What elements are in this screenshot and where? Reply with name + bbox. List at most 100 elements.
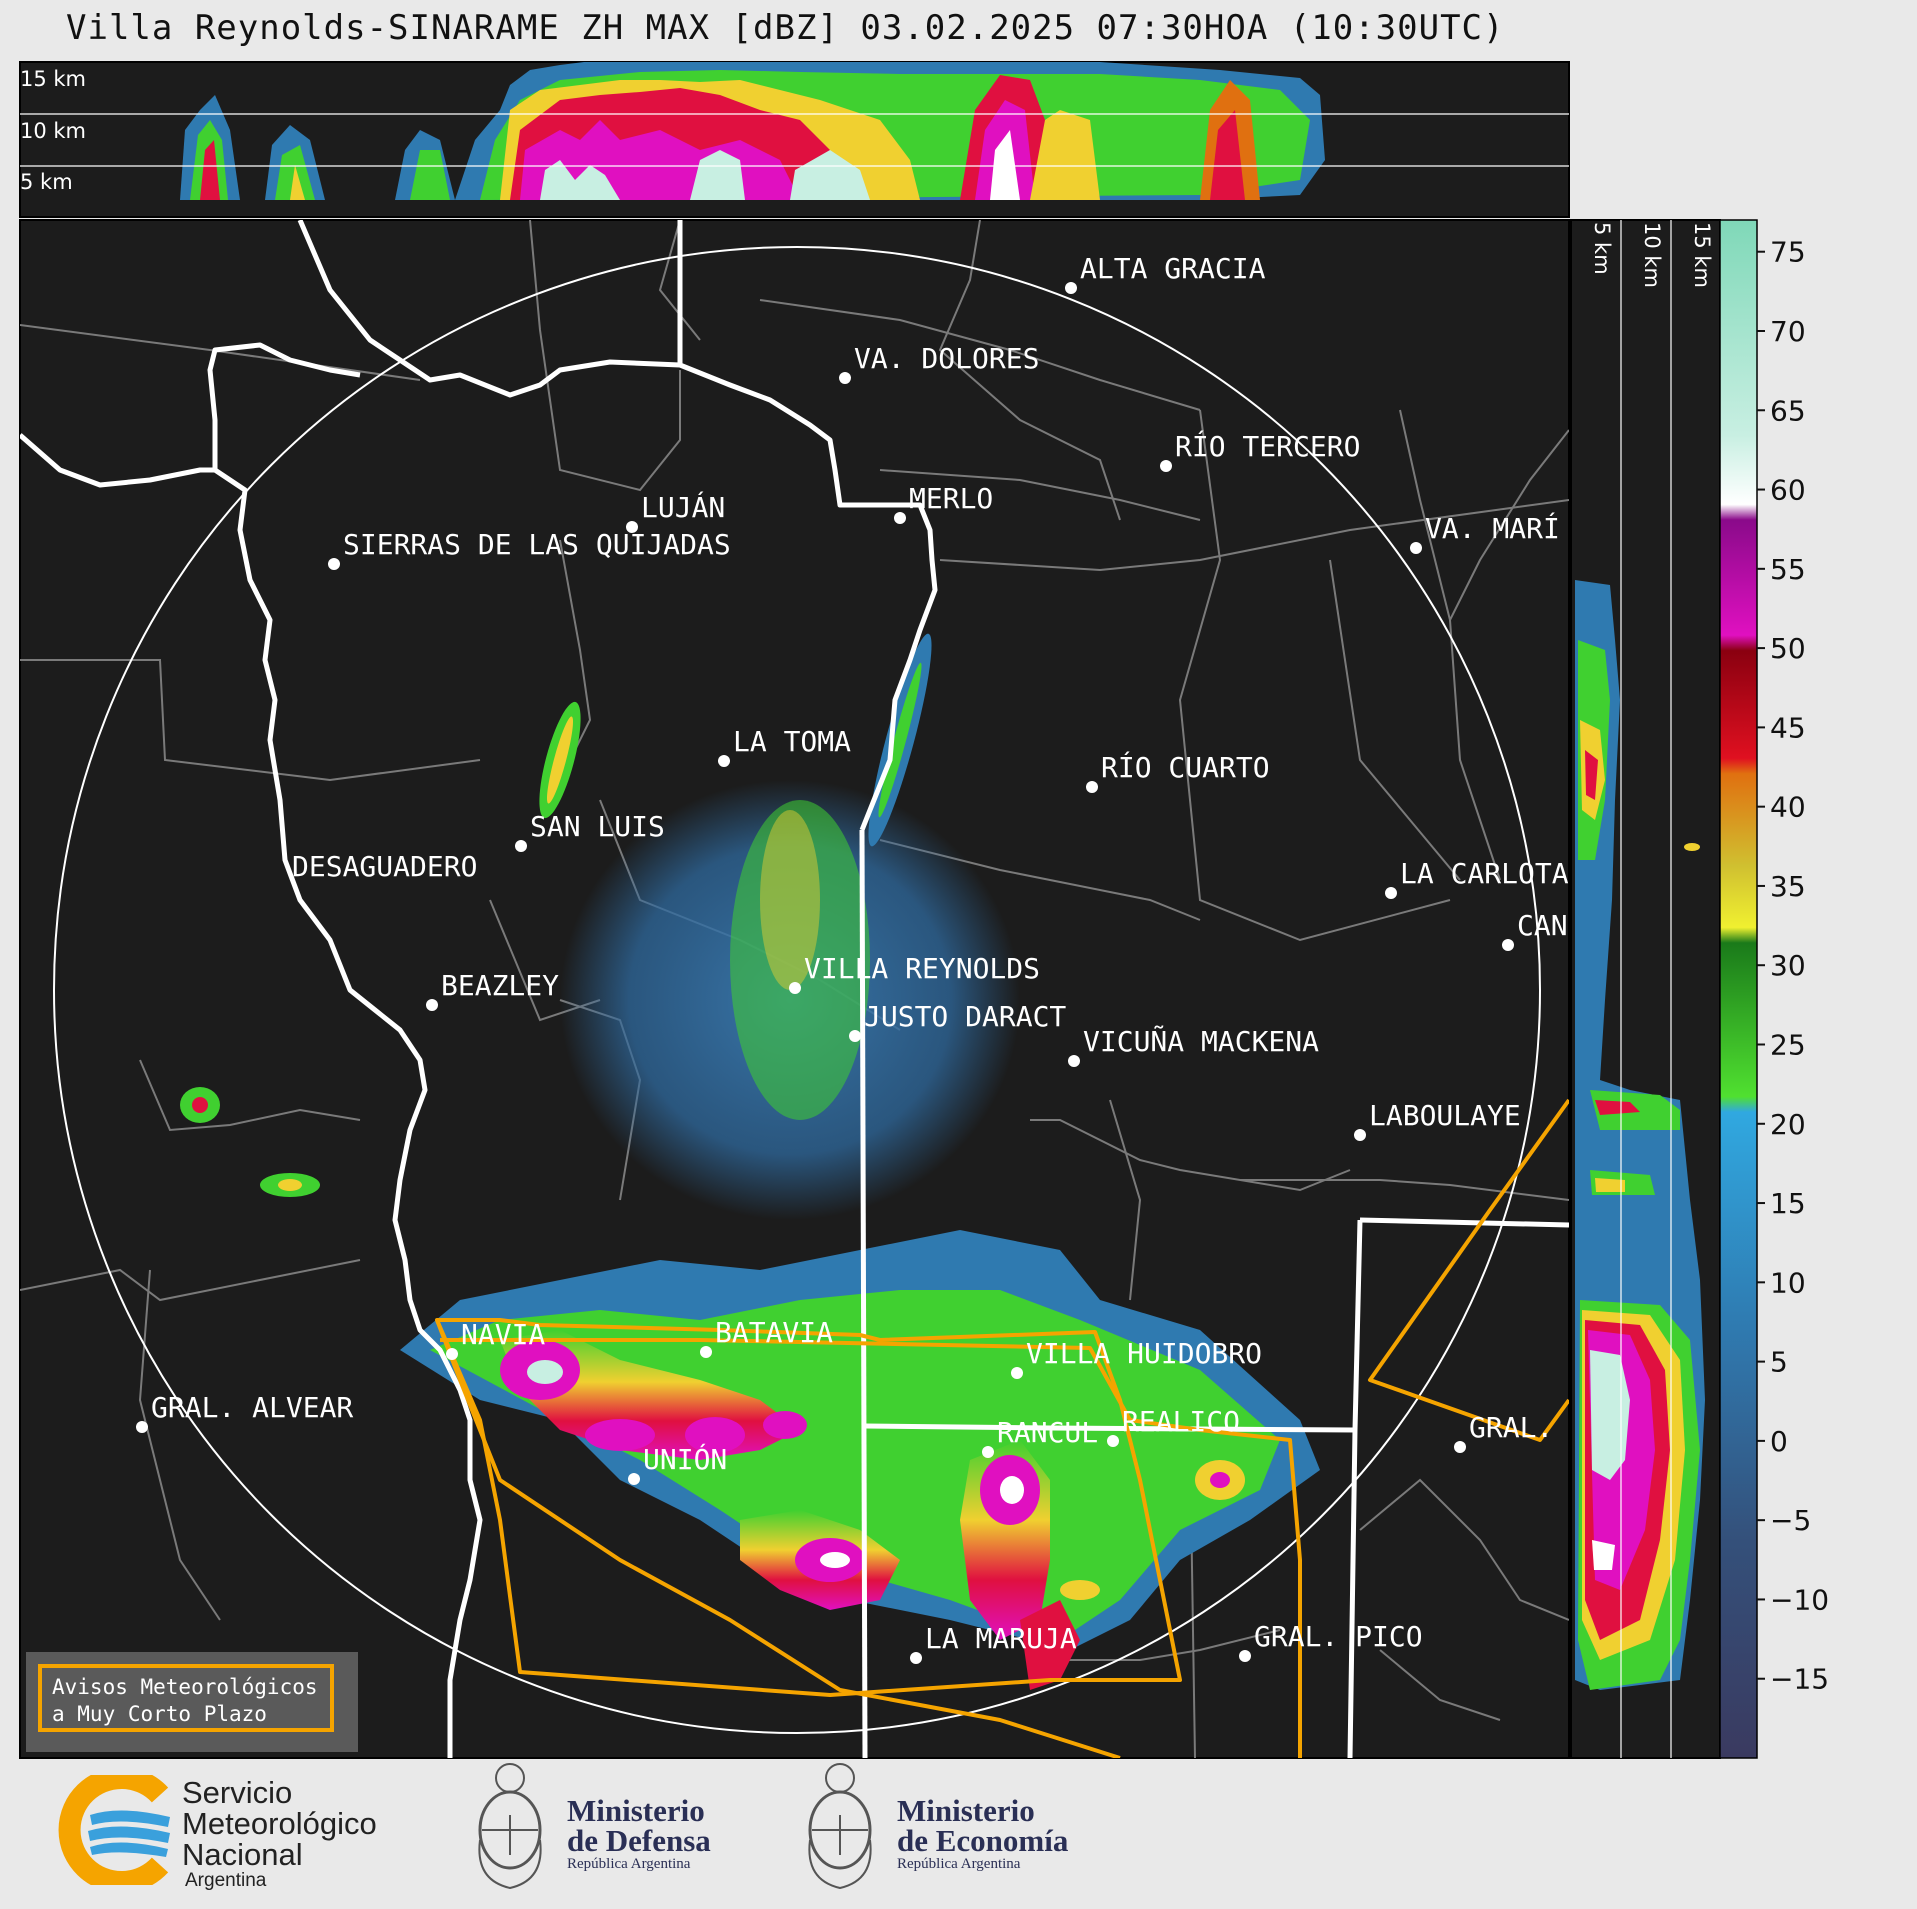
city-navia: NAVIA bbox=[446, 1318, 545, 1360]
svg-text:JUSTO DARACT: JUSTO DARACT bbox=[864, 1000, 1066, 1033]
svg-text:GRAL. ALVEAR: GRAL. ALVEAR bbox=[151, 1391, 353, 1424]
city-realico: REALICO bbox=[1107, 1405, 1240, 1447]
economia-line-2: de Economía bbox=[897, 1823, 1069, 1858]
svg-text:RANCUL: RANCUL bbox=[997, 1416, 1098, 1449]
city-markers: ALTA GRACIA VA. DOLORES RÍO TERCERO MERL… bbox=[136, 252, 1569, 1664]
svg-text:REALICO: REALICO bbox=[1122, 1405, 1240, 1438]
svg-text:UNIÓN: UNIÓN bbox=[643, 1442, 727, 1476]
colorbar-tick-label: −15 bbox=[1770, 1663, 1829, 1696]
colorbar-tick-label: 75 bbox=[1770, 236, 1806, 269]
city-rio-tercero: RÍO TERCERO bbox=[1160, 429, 1360, 472]
defensa-line-3: República Argentina bbox=[567, 1856, 691, 1872]
warning-legend: Avisos Meteorológicos a Muy Corto Plazo bbox=[26, 1652, 358, 1752]
city-alta-gracia: ALTA GRACIA bbox=[1065, 252, 1266, 294]
svg-text:ALTA GRACIA: ALTA GRACIA bbox=[1080, 252, 1266, 285]
svg-text:VA. MARÍ: VA. MARÍ bbox=[1425, 511, 1560, 545]
colorbar-tick-label: 30 bbox=[1770, 949, 1806, 982]
colorbar-tick-label: −10 bbox=[1770, 1583, 1829, 1616]
smn-logo-icon bbox=[58, 1775, 170, 1885]
city-rio-cuarto: RÍO CUARTO bbox=[1086, 750, 1270, 793]
colorbar-tick-label: 65 bbox=[1770, 394, 1806, 427]
top-altitude-panel: 15 km 10 km 5 km bbox=[19, 61, 1570, 218]
legend-line-1: Avisos Meteorológicos bbox=[52, 1675, 318, 1699]
svg-text:LABOULAYE: LABOULAYE bbox=[1369, 1099, 1521, 1132]
coat-of-arms-icon bbox=[808, 1763, 872, 1890]
colorbar-tick-label: 55 bbox=[1770, 553, 1806, 586]
svg-text:VILLA HUIDOBRO: VILLA HUIDOBRO bbox=[1026, 1337, 1262, 1370]
svg-text:LA CARLOTA: LA CARLOTA bbox=[1400, 857, 1569, 890]
city-vicuna-mackena: VICUÑA MACKENA bbox=[1068, 1024, 1319, 1067]
economia-line-3: República Argentina bbox=[897, 1856, 1021, 1872]
colorbar-tick-label: 40 bbox=[1770, 791, 1806, 824]
svg-text:RÍO TERCERO: RÍO TERCERO bbox=[1175, 429, 1360, 463]
side-echo-profile bbox=[1575, 580, 1705, 1690]
svg-text:BATAVIA: BATAVIA bbox=[715, 1316, 833, 1349]
logo-ministerio-economia: Ministerio de Economía República Argenti… bbox=[800, 1760, 1120, 1900]
svg-text:SAN LUIS: SAN LUIS bbox=[530, 810, 665, 843]
city-merlo: MERLO bbox=[894, 482, 993, 524]
city-la-maruja: LA MARUJA bbox=[910, 1622, 1077, 1664]
defensa-line-1: Ministerio bbox=[567, 1793, 705, 1828]
city-la-toma: LA TOMA bbox=[718, 725, 851, 767]
smn-line-1: Servicio bbox=[182, 1775, 293, 1810]
svg-text:GRAL.: GRAL. bbox=[1469, 1411, 1553, 1444]
side-alt-label-5km: 5 km bbox=[1590, 222, 1614, 275]
city-rancul: RANCUL bbox=[982, 1416, 1098, 1458]
range-ring bbox=[53, 246, 1541, 1734]
warning-polygons bbox=[435, 1098, 1569, 1758]
city-beazley: BEAZLEY bbox=[426, 969, 559, 1011]
city-justo-daract: JUSTO DARACT bbox=[849, 1000, 1066, 1042]
svg-text:GRAL. PICO: GRAL. PICO bbox=[1254, 1620, 1423, 1653]
colorbar-tick-label: 20 bbox=[1770, 1108, 1806, 1141]
economia-line-1: Ministerio bbox=[897, 1793, 1035, 1828]
city-va-dolores: VA. DOLORES bbox=[839, 342, 1039, 384]
logo-smn: Servicio Meteorológico Nacional Argentin… bbox=[50, 1775, 430, 1895]
svg-text:LUJÁN: LUJÁN bbox=[641, 490, 725, 524]
top-alt-label-10km: 10 km bbox=[20, 119, 86, 143]
city-union: UNIÓN bbox=[628, 1442, 727, 1485]
svg-text:VA. DOLORES: VA. DOLORES bbox=[854, 342, 1039, 375]
svg-text:RÍO CUARTO: RÍO CUARTO bbox=[1101, 750, 1270, 784]
defensa-line-2: de Defensa bbox=[567, 1823, 711, 1858]
city-va-maria: VA. MARÍ bbox=[1410, 511, 1560, 554]
svg-text:BEAZLEY: BEAZLEY bbox=[441, 969, 559, 1002]
svg-text:MERLO: MERLO bbox=[909, 482, 993, 515]
svg-text:VILLA REYNOLDS: VILLA REYNOLDS bbox=[804, 952, 1040, 985]
chart-title: Villa Reynolds-SINARAME ZH MAX [dBZ] 03.… bbox=[66, 8, 1505, 48]
top-alt-label-5km: 5 km bbox=[20, 170, 73, 194]
colorbar-tick-label: 35 bbox=[1770, 870, 1806, 903]
city-san-luis: SAN LUIS bbox=[515, 810, 665, 852]
warning-legend-frame: Avisos Meteorológicos a Muy Corto Plazo bbox=[38, 1664, 334, 1732]
city-gral-alvear: GRAL. ALVEAR bbox=[136, 1391, 353, 1433]
city-villa-reynolds: VILLA REYNOLDS bbox=[789, 952, 1040, 994]
svg-text:LA MARUJA: LA MARUJA bbox=[925, 1622, 1077, 1655]
city-desaguadero: DESAGUADERO bbox=[292, 850, 477, 883]
city-can: CAN bbox=[1502, 909, 1568, 951]
svg-text:SIERRAS DE LAS QUIJADAS: SIERRAS DE LAS QUIJADAS bbox=[343, 528, 731, 561]
city-batavia: BATAVIA bbox=[700, 1316, 833, 1358]
logo-ministerio-defensa: Ministerio de Defensa República Argentin… bbox=[470, 1760, 770, 1900]
svg-text:CAN: CAN bbox=[1517, 909, 1568, 942]
svg-text:VICUÑA MACKENA: VICUÑA MACKENA bbox=[1083, 1024, 1319, 1058]
colorbar-tick-label: 25 bbox=[1770, 1028, 1806, 1061]
city-gral-pico: GRAL. PICO bbox=[1239, 1620, 1423, 1662]
side-alt-label-15km: 15 km bbox=[1690, 222, 1714, 288]
colorbar-tick-label: 5 bbox=[1770, 1346, 1788, 1379]
top-alt-label-15km: 15 km bbox=[20, 67, 86, 91]
svg-text:DESAGUADERO: DESAGUADERO bbox=[292, 850, 477, 883]
colorbar-tick-label: 50 bbox=[1770, 632, 1806, 665]
colorbar-tick-label: −5 bbox=[1770, 1504, 1811, 1537]
legend-line-2: a Muy Corto Plazo bbox=[52, 1702, 267, 1726]
radar-echo bbox=[180, 633, 1320, 1690]
city-gral-villegas: GRAL. bbox=[1454, 1411, 1553, 1453]
side-altitude-panel: 5 km 10 km 15 km bbox=[1570, 219, 1721, 1759]
smn-line-3: Nacional bbox=[182, 1837, 303, 1872]
colorbar-tick-label: 15 bbox=[1770, 1187, 1806, 1220]
colorbar-tick-label: 60 bbox=[1770, 474, 1806, 507]
colorbar-tick-label: 10 bbox=[1770, 1266, 1806, 1299]
svg-text:LA TOMA: LA TOMA bbox=[733, 725, 851, 758]
smn-line-2: Meteorológico bbox=[182, 1806, 377, 1841]
city-laboulaye: LABOULAYE bbox=[1354, 1099, 1521, 1141]
